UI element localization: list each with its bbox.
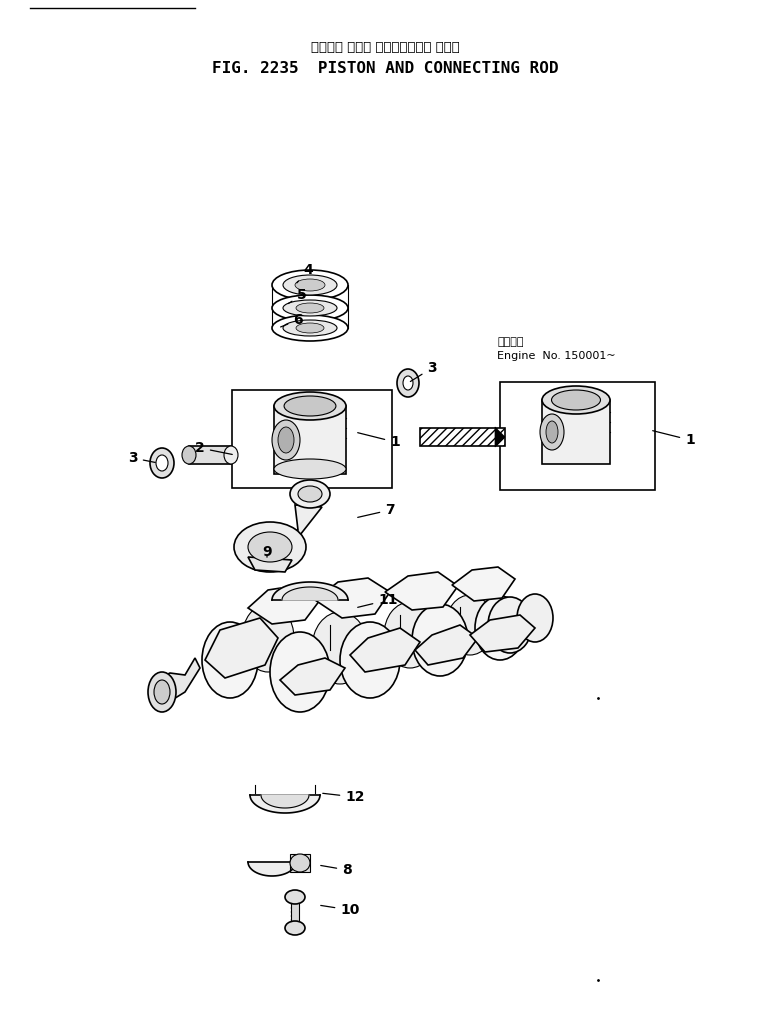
Text: 3: 3 — [410, 361, 437, 382]
Ellipse shape — [148, 672, 176, 712]
Ellipse shape — [488, 597, 532, 653]
Text: 4: 4 — [296, 263, 313, 283]
Polygon shape — [495, 427, 505, 447]
Ellipse shape — [182, 446, 196, 464]
Ellipse shape — [248, 532, 292, 562]
Ellipse shape — [274, 392, 346, 420]
Ellipse shape — [283, 320, 337, 336]
Polygon shape — [250, 795, 320, 813]
Bar — [232, 390, 392, 488]
Ellipse shape — [154, 680, 170, 704]
Ellipse shape — [270, 632, 330, 712]
Bar — [500, 382, 655, 490]
Text: Engine  No. 150001~: Engine No. 150001~ — [497, 351, 616, 361]
Ellipse shape — [546, 421, 558, 443]
Ellipse shape — [290, 480, 330, 508]
Ellipse shape — [283, 275, 337, 295]
Ellipse shape — [150, 448, 174, 478]
Ellipse shape — [540, 414, 564, 450]
Ellipse shape — [202, 622, 258, 698]
Bar — [420, 428, 505, 446]
Text: 6: 6 — [280, 313, 303, 327]
Text: ピストン および コネクティング ロッド: ピストン および コネクティング ロッド — [310, 41, 460, 54]
Text: 3: 3 — [128, 451, 156, 465]
Ellipse shape — [285, 921, 305, 935]
Polygon shape — [248, 557, 292, 572]
Ellipse shape — [156, 455, 168, 471]
Text: 9: 9 — [263, 545, 272, 559]
Ellipse shape — [272, 420, 300, 460]
Ellipse shape — [296, 323, 324, 333]
Bar — [291, 902, 299, 928]
Polygon shape — [248, 862, 296, 876]
Ellipse shape — [242, 604, 294, 672]
Polygon shape — [280, 658, 345, 695]
Ellipse shape — [551, 390, 601, 410]
Polygon shape — [282, 587, 338, 600]
Polygon shape — [385, 572, 458, 610]
Polygon shape — [261, 795, 309, 808]
Text: 1: 1 — [358, 432, 400, 449]
Polygon shape — [205, 618, 278, 678]
Ellipse shape — [272, 295, 348, 321]
Polygon shape — [452, 567, 515, 601]
Bar — [290, 854, 310, 872]
Text: 7: 7 — [358, 503, 395, 518]
Bar — [274, 406, 346, 474]
Text: 5: 5 — [288, 288, 307, 303]
Ellipse shape — [295, 279, 325, 291]
Text: 8: 8 — [321, 863, 352, 877]
Ellipse shape — [475, 596, 525, 660]
Text: 11: 11 — [358, 593, 398, 607]
Polygon shape — [470, 615, 535, 652]
Ellipse shape — [517, 594, 553, 642]
Polygon shape — [272, 582, 348, 600]
Ellipse shape — [274, 459, 346, 479]
Text: 1: 1 — [653, 430, 695, 447]
Text: 10: 10 — [321, 903, 360, 917]
Polygon shape — [248, 585, 320, 624]
Ellipse shape — [340, 622, 400, 698]
Ellipse shape — [296, 303, 324, 313]
Polygon shape — [315, 578, 390, 618]
Ellipse shape — [312, 612, 368, 684]
Ellipse shape — [290, 854, 310, 872]
Ellipse shape — [446, 595, 494, 655]
Polygon shape — [155, 658, 200, 700]
Ellipse shape — [283, 300, 337, 316]
Polygon shape — [250, 505, 322, 558]
Ellipse shape — [384, 602, 436, 668]
Ellipse shape — [285, 890, 305, 904]
Ellipse shape — [234, 522, 306, 572]
Ellipse shape — [298, 486, 322, 502]
Ellipse shape — [224, 446, 238, 464]
Ellipse shape — [272, 315, 348, 341]
Polygon shape — [350, 628, 420, 672]
Polygon shape — [415, 625, 478, 665]
Text: 2: 2 — [195, 441, 233, 455]
Ellipse shape — [284, 396, 336, 416]
Ellipse shape — [278, 427, 294, 453]
Ellipse shape — [403, 376, 413, 390]
Bar — [189, 446, 231, 464]
Text: 12: 12 — [323, 790, 365, 804]
Text: FIG. 2235  PISTON AND CONNECTING ROD: FIG. 2235 PISTON AND CONNECTING ROD — [212, 61, 558, 75]
Ellipse shape — [412, 604, 468, 676]
Text: 適用号機: 適用号機 — [497, 337, 524, 347]
Ellipse shape — [272, 270, 348, 300]
Bar — [542, 400, 610, 464]
Ellipse shape — [397, 369, 419, 397]
Ellipse shape — [542, 386, 610, 414]
